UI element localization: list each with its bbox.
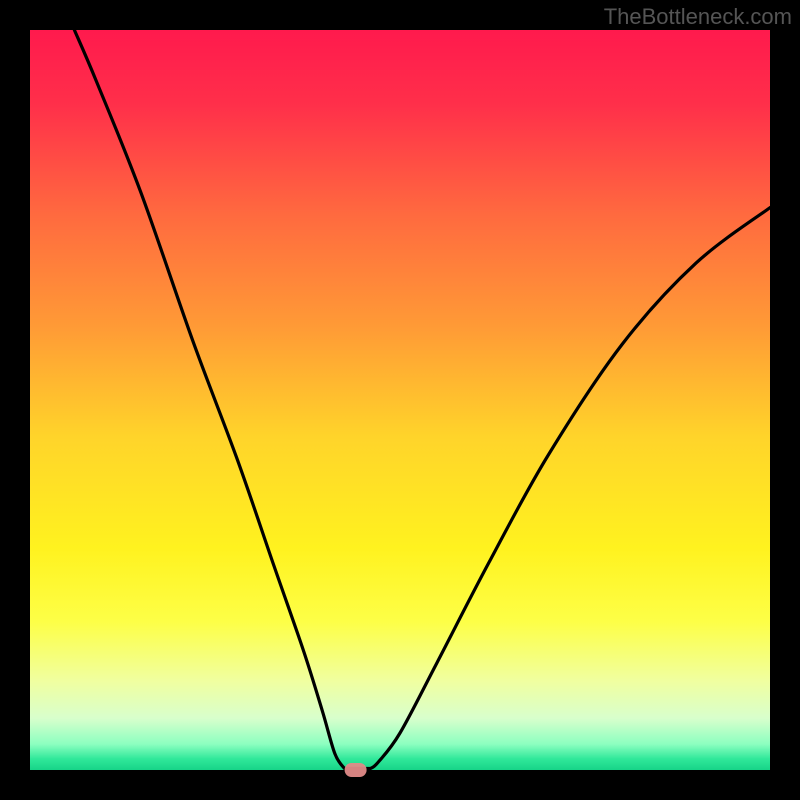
current-position-marker [345, 763, 367, 777]
chart-container: TheBottleneck.com [0, 0, 800, 800]
bottleneck-chart [0, 0, 800, 800]
plot-background [30, 30, 770, 770]
watermark-text: TheBottleneck.com [604, 4, 792, 30]
